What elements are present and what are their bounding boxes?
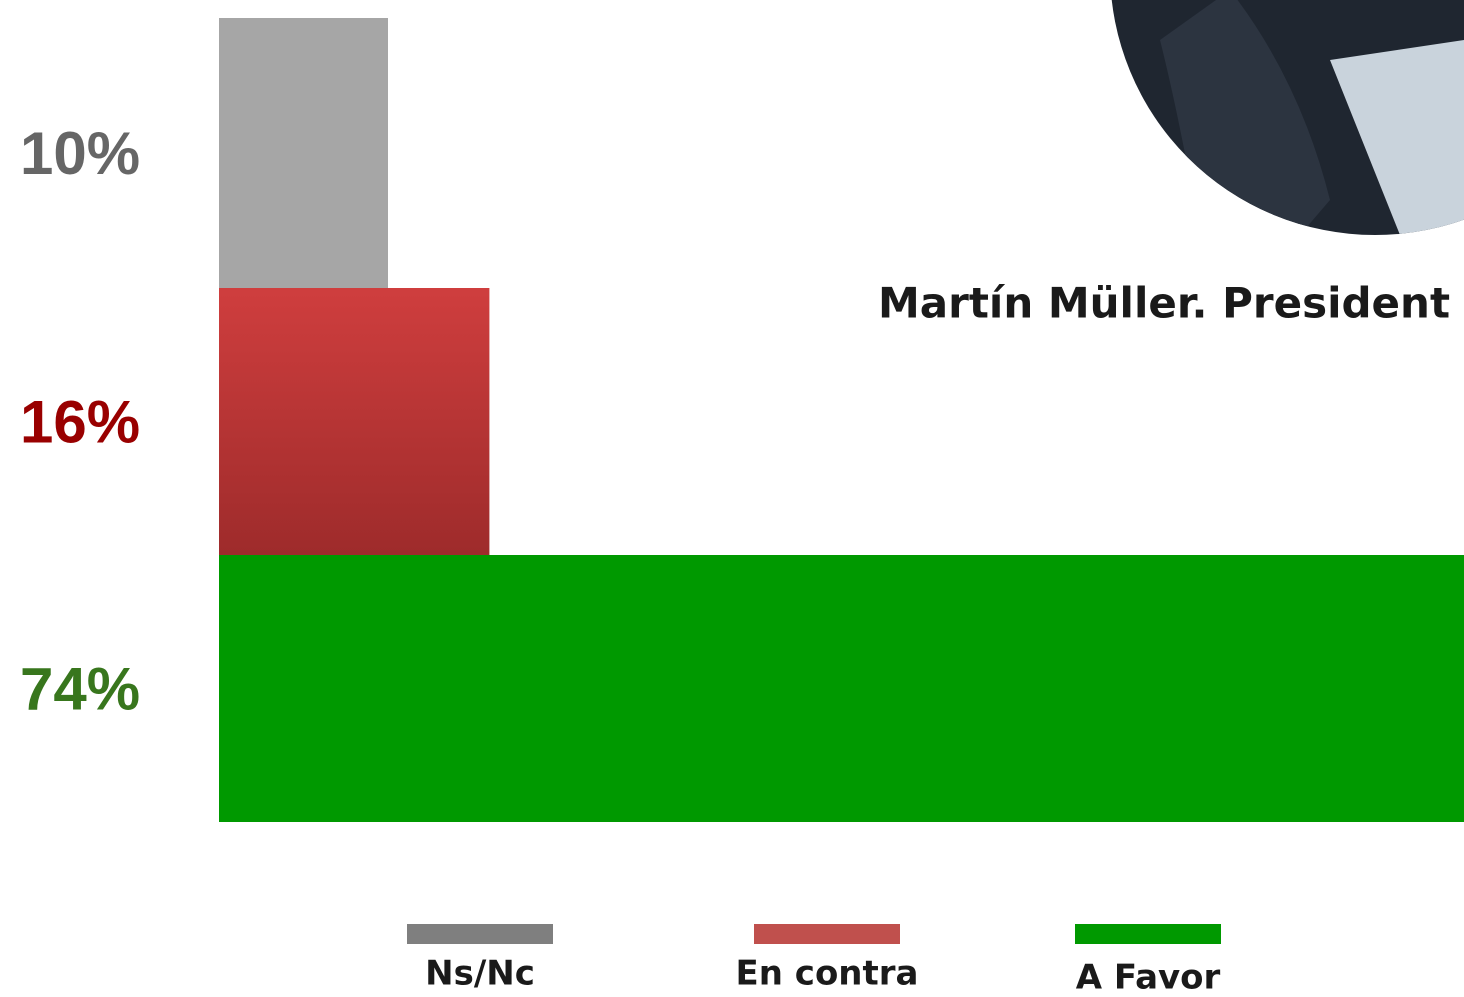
legend-swatch [407, 924, 553, 944]
legend-label: Ns/Nc [425, 954, 535, 994]
photo-caption: Martín Müller. President [878, 279, 1450, 328]
chart: Martín Müller. President 10% Ns/Nc 16% En c… [0, 0, 1464, 997]
legend-swatch [1075, 924, 1221, 944]
legend-label: En contra [736, 954, 919, 994]
bar [219, 288, 489, 555]
value-label: 10% [20, 120, 140, 187]
legend-label: A Favor [1076, 958, 1221, 997]
legend-swatch [754, 924, 900, 944]
bar [219, 555, 1464, 822]
bar [219, 18, 388, 288]
value-label: 74% [20, 655, 140, 722]
portrait-photo [990, 0, 1464, 300]
value-label: 16% [20, 388, 140, 455]
